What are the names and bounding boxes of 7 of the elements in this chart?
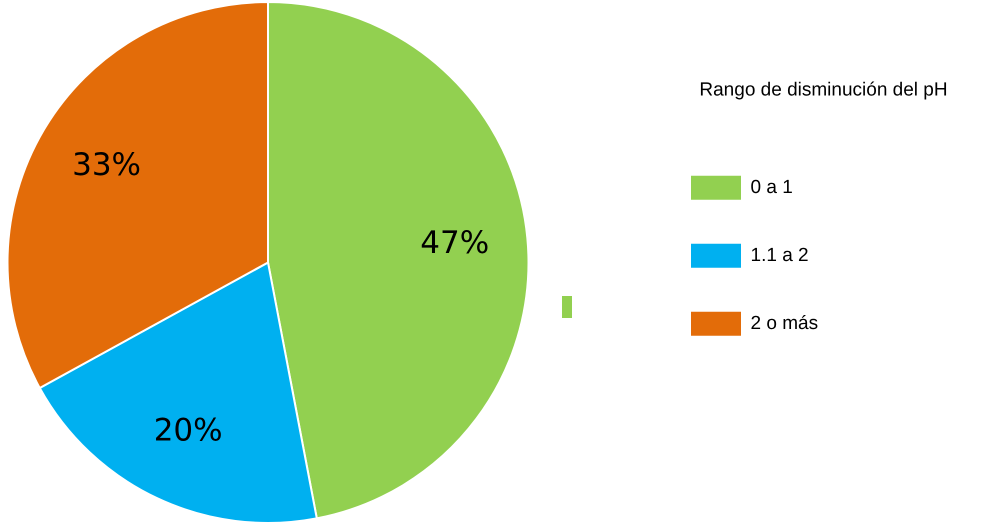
legend-label: 0 a 1 [750, 177, 793, 198]
data-label: 47% [420, 224, 490, 261]
legend-title: Rango de disminución del pH [699, 80, 948, 101]
data-label: 33% [72, 147, 142, 184]
legend-label: 1.1 a 2 [750, 245, 809, 266]
legend-label: 2 o más [750, 313, 818, 334]
data-label: 20% [154, 412, 223, 448]
